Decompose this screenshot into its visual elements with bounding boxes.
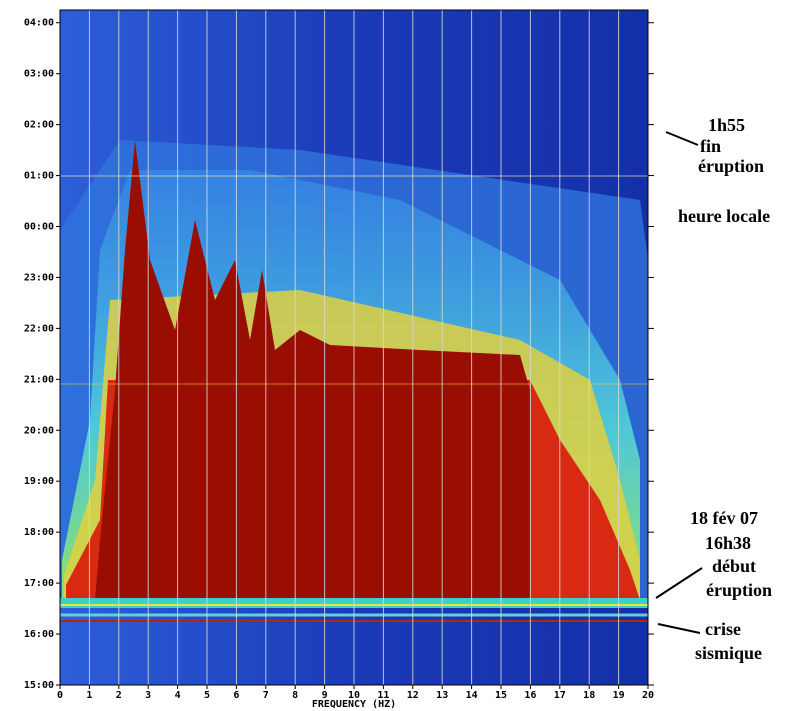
- x-tick-label: 9: [322, 690, 328, 701]
- y-tick-label: 02:00: [24, 120, 54, 131]
- annotation: début: [712, 556, 756, 576]
- x-tick-label: 10: [348, 690, 360, 701]
- x-tick-label: 8: [292, 690, 298, 701]
- x-tick-label: 7: [263, 690, 269, 701]
- x-tick-label: 4: [175, 690, 181, 701]
- x-tick-label: 1: [86, 690, 92, 701]
- y-tick-label: 20:00: [24, 425, 54, 436]
- plot-frame: [59, 9, 649, 686]
- x-tick-label: 19: [613, 690, 625, 701]
- x-tick-label: 16: [524, 690, 536, 701]
- x-tick-label: 12: [407, 690, 419, 701]
- y-tick-label: 22:00: [24, 323, 54, 334]
- annotation: heure locale: [678, 206, 770, 226]
- annotation-pointers: [655, 131, 703, 634]
- x-tick-label: 3: [145, 690, 151, 701]
- y-tick-label: 03:00: [24, 69, 54, 80]
- x-tick-label: 6: [233, 690, 239, 701]
- annotation: fin: [700, 136, 721, 156]
- x-tick-label: 15: [495, 690, 507, 701]
- y-tick-label: 17:00: [24, 578, 54, 589]
- x-tick-label: 18: [583, 690, 595, 701]
- x-tick-label: 5: [204, 690, 210, 701]
- x-axis-label: FREQUENCY (HZ): [312, 699, 396, 710]
- y-tick-label: 18:00: [24, 527, 54, 538]
- x-tick-label: 17: [554, 690, 566, 701]
- y-tick-label: 19:00: [24, 476, 54, 487]
- annotation: 16h38: [705, 533, 751, 553]
- annotation: 18 fév 07: [690, 508, 758, 528]
- x-tick-label: 14: [466, 690, 478, 701]
- x-tick-label: 11: [377, 690, 389, 701]
- y-tick-label: 01:00: [24, 171, 54, 182]
- x-tick-label: 0: [57, 690, 63, 701]
- annotation: 1h55: [708, 115, 745, 135]
- y-tick-label: 23:00: [24, 272, 54, 283]
- annotation: sismique: [695, 643, 762, 663]
- annotation: crise: [705, 619, 741, 639]
- x-tick-label: 2: [116, 690, 122, 701]
- x-tick-label: 20: [642, 690, 654, 701]
- y-tick-label: 16:00: [24, 629, 54, 640]
- annotation: éruption: [706, 580, 772, 600]
- y-tick-label: 15:00: [24, 680, 54, 691]
- y-tick-label: 04:00: [24, 18, 54, 29]
- y-tick-label: 21:00: [24, 374, 54, 385]
- x-tick-label: 13: [436, 690, 448, 701]
- y-tick-label: 00:00: [24, 222, 54, 233]
- annotation: éruption: [698, 156, 764, 176]
